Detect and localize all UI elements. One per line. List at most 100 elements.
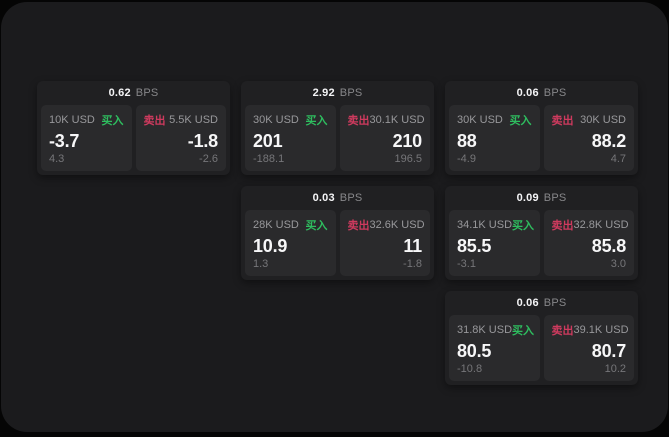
buy-notional: 30K USD	[457, 114, 503, 126]
sell-panel[interactable]: 卖出 32.8K USD 85.8 3.0	[543, 210, 634, 276]
sell-sub-value: -2.6	[199, 153, 218, 165]
sell-sub-value: 10.2	[604, 363, 626, 375]
bps-header: 0.06 BPS	[445, 81, 638, 105]
bps-unit-label: BPS	[135, 87, 159, 99]
sell-price: 85.8	[591, 236, 626, 256]
buy-panel[interactable]: 10K USD 买入 -3.7 4.3	[41, 105, 132, 171]
buy-panel[interactable]: 28K USD 买入 10.9 1.3	[245, 210, 336, 276]
bps-unit-label: BPS	[339, 87, 363, 99]
sell-price: 210	[392, 131, 423, 151]
buy-sub-value: 1.3	[253, 258, 269, 270]
sell-notional: 32.6K USD	[369, 219, 425, 231]
buy-panel[interactable]: 34.1K USD 买入 85.5 -3.1	[449, 210, 540, 276]
buy-price: 201	[253, 131, 283, 151]
bps-unit-label: BPS	[543, 297, 567, 309]
sell-sub-value: 196.5	[394, 153, 422, 165]
panels: 10K USD 买入 -3.7 4.3 卖出 5.5K USD -1.8 -2.…	[37, 105, 230, 175]
sell-label: 卖出	[551, 220, 574, 232]
quote-card: 0.62 BPS 10K USD 买入 -3.7 4.3 卖出 5.5K USD	[37, 81, 230, 175]
sell-panel-top: 卖出 5.5K USD	[144, 112, 219, 128]
buy-label: 买入	[512, 325, 535, 337]
buy-price: 88	[457, 131, 477, 151]
buy-panel-top: 10K USD 买入	[49, 112, 124, 128]
panels: 31.8K USD 买入 80.5 -10.8 卖出 39.1K USD 80.…	[445, 315, 638, 385]
quote-card: 0.03 BPS 28K USD 买入 10.9 1.3 卖出 32.6K US…	[241, 186, 434, 280]
buy-sub-value: -188.1	[253, 153, 285, 165]
sell-label: 卖出	[347, 115, 370, 127]
buy-notional: 34.1K USD	[457, 219, 513, 231]
bps-value: 0.06	[516, 297, 539, 309]
bps-header: 2.92 BPS	[241, 81, 434, 105]
sell-label: 卖出	[551, 325, 574, 337]
bps-header: 0.03 BPS	[241, 186, 434, 210]
sell-label: 卖出	[143, 115, 166, 127]
sell-label: 卖出	[551, 115, 574, 127]
sell-panel-top: 卖出 39.1K USD	[551, 322, 629, 338]
bps-unit-label: BPS	[543, 192, 567, 204]
bps-unit-label: BPS	[339, 192, 363, 204]
buy-panel[interactable]: 30K USD 买入 201 -188.1	[245, 105, 336, 171]
quote-card: 0.09 BPS 34.1K USD 买入 85.5 -3.1 卖出 32.8K…	[445, 186, 638, 280]
sell-price: 11	[403, 236, 422, 256]
buy-label: 买入	[305, 220, 328, 232]
quote-card: 2.92 BPS 30K USD 买入 201 -188.1 卖出 30.1K …	[241, 81, 434, 175]
sell-notional: 30.1K USD	[369, 114, 425, 126]
buy-panel[interactable]: 30K USD 买入 88 -4.9	[449, 105, 540, 171]
panels: 30K USD 买入 88 -4.9 卖出 30K USD 88.2 4.7	[445, 105, 638, 175]
sell-notional: 32.8K USD	[573, 219, 629, 231]
sell-panel-top: 卖出 30K USD	[552, 112, 627, 128]
sell-panel[interactable]: 卖出 5.5K USD -1.8 -2.6	[135, 105, 226, 171]
sell-notional: 30K USD	[580, 114, 626, 126]
buy-panel-top: 31.8K USD 买入	[457, 322, 535, 338]
sell-panel-top: 卖出 30.1K USD	[347, 112, 425, 128]
buy-label: 买入	[101, 115, 124, 127]
sell-panel[interactable]: 卖出 32.6K USD 11 -1.8	[339, 210, 430, 276]
buy-price: -3.7	[49, 131, 80, 151]
bps-header: 0.06 BPS	[445, 291, 638, 315]
sell-price: -1.8	[187, 131, 218, 151]
buy-label: 买入	[509, 115, 532, 127]
buy-sub-value: -3.1	[457, 258, 476, 270]
quote-card: 0.06 BPS 31.8K USD 买入 80.5 -10.8 卖出 39.1…	[445, 291, 638, 385]
bps-value: 0.03	[312, 192, 335, 204]
panels: 34.1K USD 买入 85.5 -3.1 卖出 32.8K USD 85.8…	[445, 210, 638, 280]
sell-panel[interactable]: 卖出 39.1K USD 80.7 10.2	[543, 315, 634, 381]
buy-panel-top: 30K USD 买入	[253, 112, 328, 128]
buy-panel-top: 28K USD 买入	[253, 217, 328, 233]
buy-price: 85.5	[457, 236, 492, 256]
quote-cards-grid: 0.62 BPS 10K USD 买入 -3.7 4.3 卖出 5.5K USD	[37, 81, 638, 385]
buy-panel[interactable]: 31.8K USD 买入 80.5 -10.8	[449, 315, 540, 381]
sell-panel-top: 卖出 32.8K USD	[551, 217, 629, 233]
quote-card: 0.06 BPS 30K USD 买入 88 -4.9 卖出 30K USD	[445, 81, 638, 175]
sell-sub-value: -1.8	[403, 258, 422, 270]
buy-notional: 30K USD	[253, 114, 299, 126]
buy-panel-top: 34.1K USD 买入	[457, 217, 535, 233]
buy-panel-top: 30K USD 买入	[457, 112, 532, 128]
panels: 30K USD 买入 201 -188.1 卖出 30.1K USD 210 1…	[241, 105, 434, 175]
bps-value: 0.62	[108, 87, 131, 99]
sell-price: 80.7	[591, 341, 626, 361]
bps-value: 2.92	[312, 87, 335, 99]
buy-notional: 10K USD	[49, 114, 95, 126]
buy-label: 买入	[305, 115, 328, 127]
bps-unit-label: BPS	[543, 87, 567, 99]
bps-value: 0.09	[516, 192, 539, 204]
buy-notional: 28K USD	[253, 219, 299, 231]
buy-sub-value: 4.3	[49, 153, 65, 165]
sell-panel-top: 卖出 32.6K USD	[348, 217, 425, 233]
buy-label: 买入	[512, 220, 535, 232]
buy-notional: 31.8K USD	[457, 324, 513, 336]
bps-value: 0.06	[516, 87, 539, 99]
panels: 28K USD 买入 10.9 1.3 卖出 32.6K USD 11 -1.8	[241, 210, 434, 280]
buy-sub-value: -10.8	[457, 363, 483, 375]
buy-price: 10.9	[253, 236, 288, 256]
sell-price: 88.2	[591, 131, 626, 151]
sell-panel[interactable]: 卖出 30.1K USD 210 196.5	[339, 105, 430, 171]
sell-panel[interactable]: 卖出 30K USD 88.2 4.7	[543, 105, 634, 171]
sell-sub-value: 4.7	[610, 153, 626, 165]
sell-notional: 39.1K USD	[573, 324, 629, 336]
sell-notional: 5.5K USD	[169, 114, 218, 126]
bps-header: 0.62 BPS	[37, 81, 230, 105]
buy-price: 80.5	[457, 341, 492, 361]
